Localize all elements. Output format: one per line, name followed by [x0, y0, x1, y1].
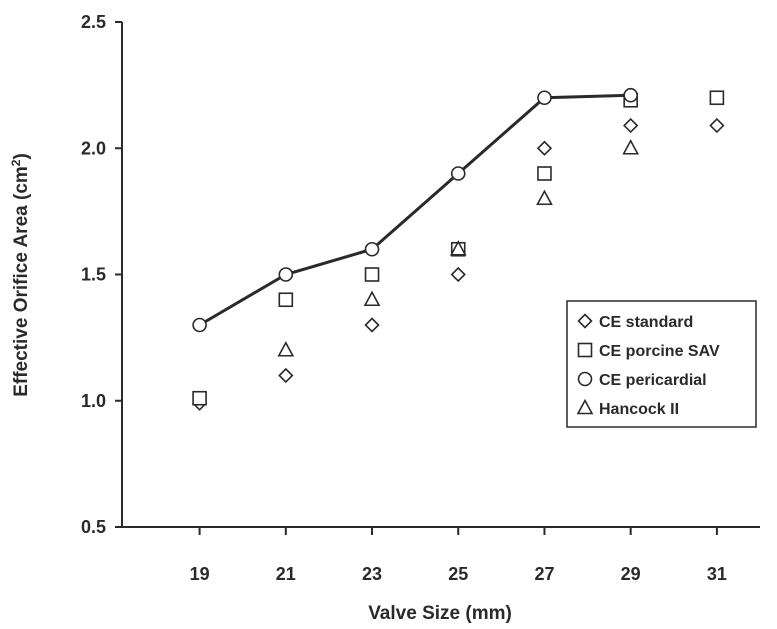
legend-box — [566, 300, 757, 428]
y-tick-label: 1.0 — [81, 391, 106, 411]
data-point — [623, 87, 638, 103]
x-tick-label: 27 — [534, 564, 554, 584]
x-tick-label: 23 — [362, 564, 382, 584]
legend-label: CE pericardial — [599, 372, 707, 389]
x-axis-title: Valve Size (mm) — [368, 603, 512, 624]
y-axis-title: Effective Orifice Area (cm2) — [9, 153, 32, 397]
y-tick-label: 2.0 — [81, 138, 106, 158]
x-tick-label: 19 — [190, 564, 210, 584]
legend-label: CE porcine SAV — [599, 343, 720, 360]
data-point — [450, 266, 466, 283]
data-point — [364, 241, 380, 257]
legend-label: Hancock II — [599, 401, 679, 418]
data-point — [450, 166, 466, 181]
y-tick-label: 1.5 — [81, 265, 106, 285]
data-point — [364, 317, 380, 333]
legend-circle-marker — [577, 371, 593, 387]
data-point — [277, 341, 295, 357]
legend-label: CE standard — [599, 314, 693, 331]
data-point — [364, 267, 380, 282]
legend-diamond-marker — [577, 313, 593, 329]
data-point — [537, 166, 552, 181]
x-tick-label: 31 — [707, 564, 727, 584]
data-point — [278, 267, 294, 282]
data-point — [536, 189, 553, 206]
data-point — [192, 317, 207, 333]
legend-triangle-marker — [576, 398, 594, 415]
series-ce-standard — [191, 117, 725, 411]
data-point — [537, 90, 552, 106]
axes — [121, 22, 760, 528]
data-point — [623, 117, 639, 134]
legend: CE standard CE porcine SAV CE pericardial H… — [566, 300, 757, 428]
series-ce-pericardial — [192, 87, 638, 333]
data-point — [709, 90, 725, 106]
series-layer — [191, 87, 725, 411]
legend-square-marker — [577, 342, 593, 358]
series-line — [198, 93, 631, 327]
data-point — [536, 140, 553, 156]
data-point — [278, 292, 294, 308]
series-hancock-ii — [277, 139, 640, 357]
y-tick-label: 2.5 — [81, 12, 106, 32]
data-point — [363, 290, 381, 307]
y-tick-label: 0.5 — [81, 517, 106, 537]
data-point — [192, 390, 207, 406]
ticks: 0.5 1.0 1.5 2.0 2.5 19 21 23 25 27 29 31 — [81, 12, 727, 584]
x-tick-label: 29 — [621, 564, 641, 584]
data-point — [709, 117, 725, 134]
data-point — [449, 240, 467, 256]
data-point — [278, 367, 294, 384]
x-tick-label: 25 — [448, 564, 468, 584]
data-point — [622, 139, 640, 155]
x-tick-label: 21 — [276, 564, 296, 584]
